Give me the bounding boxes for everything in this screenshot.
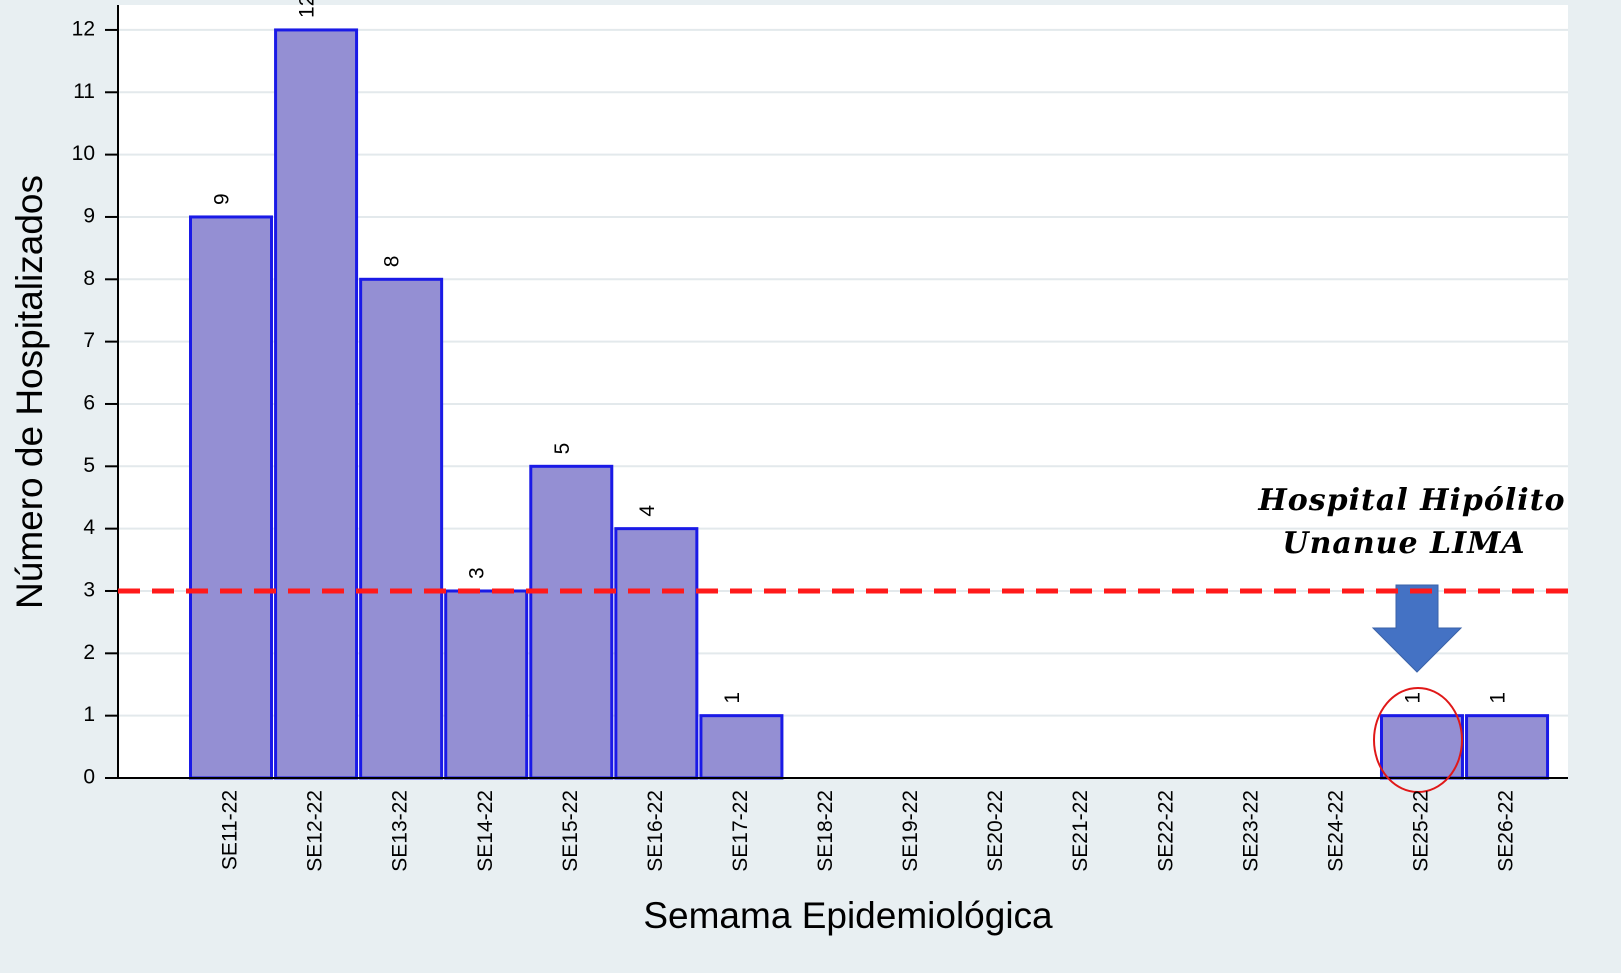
bar: [189, 215, 273, 780]
y-tick-label: 2: [83, 641, 95, 664]
bar: [1465, 714, 1550, 780]
y-tick-label: 12: [72, 17, 95, 40]
x-tick-label: SE14-22: [474, 790, 497, 872]
value-label: 1: [1402, 692, 1425, 704]
y-tick-label: 1: [83, 703, 95, 726]
x-axis-title: Semama Epidemiológica: [643, 895, 1053, 936]
bar: [529, 464, 614, 780]
x-tick-label: SE24-22: [1324, 790, 1347, 872]
bar: [444, 589, 529, 780]
y-tick-label: 5: [83, 454, 95, 477]
value-label: 1: [721, 692, 744, 704]
x-tick-label: SE19-22: [899, 790, 922, 872]
annotation: Unanue LIMA: [1282, 526, 1525, 561]
bars: [189, 28, 1550, 780]
y-tick-label: 8: [83, 267, 95, 290]
value-label: 3: [466, 567, 489, 579]
highlight-circle: [1373, 687, 1463, 793]
y-tick-label: 11: [73, 80, 95, 103]
y-tick-label: 3: [83, 579, 95, 602]
value-label: 9: [211, 193, 234, 205]
bar: [699, 714, 784, 780]
value-label: 8: [381, 256, 404, 268]
bar: [274, 28, 359, 780]
x-tick-label: SE16-22: [644, 790, 667, 872]
x-tick-label: SE23-22: [1239, 790, 1262, 872]
value-label: 12: [296, 0, 319, 18]
x-tick-label: SE25-22: [1410, 790, 1433, 872]
value-label: 4: [636, 505, 659, 517]
x-tick-label: SE26-22: [1495, 790, 1518, 872]
value-label: 5: [551, 443, 574, 455]
x-tick-label: SE21-22: [1069, 790, 1092, 872]
y-tick-label: 6: [83, 392, 95, 415]
x-tick-label: SE13-22: [389, 790, 412, 872]
x-tick-label: SE20-22: [984, 790, 1007, 872]
annotation: Hospital Hipólito: [1257, 483, 1565, 518]
value-label: 1: [1487, 692, 1510, 704]
y-tick-label: 4: [83, 516, 95, 539]
x-tick-label: SE15-22: [559, 790, 582, 872]
y-tick-label: 9: [83, 204, 95, 227]
x-tick-label: SE17-22: [729, 790, 752, 872]
y-tick-label: 10: [72, 142, 95, 165]
y-tick-label: 0: [83, 766, 95, 789]
arrow: [1371, 584, 1463, 673]
bar: [614, 527, 699, 780]
bar: [1379, 714, 1464, 780]
x-tick-label: SE22-22: [1154, 790, 1177, 872]
x-tick-label: SE18-22: [814, 790, 837, 872]
y-tick-label: 7: [83, 329, 95, 352]
bar: [359, 277, 444, 780]
x-tick-label: SE12-22: [304, 790, 327, 872]
y-axis-title: Número de Hospitalizados: [9, 175, 50, 609]
x-tick-label: SE11-22: [219, 790, 242, 870]
